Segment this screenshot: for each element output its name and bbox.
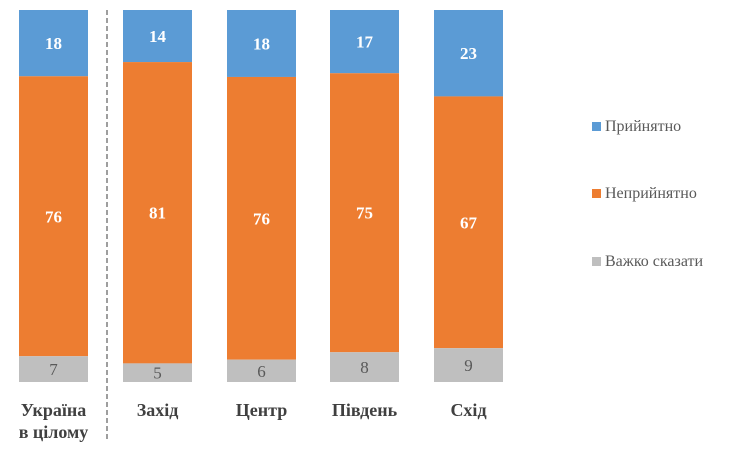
category-label: Захід bbox=[137, 400, 179, 420]
category-label: Україна bbox=[21, 400, 87, 420]
data-label: 17 bbox=[356, 33, 374, 52]
data-label: 18 bbox=[253, 34, 270, 53]
bar-segment bbox=[330, 73, 399, 353]
data-label: 18 bbox=[45, 34, 62, 53]
legend-swatch bbox=[592, 189, 601, 198]
category-label: Центр bbox=[236, 400, 287, 420]
bar-segment bbox=[434, 348, 503, 382]
bar-segment bbox=[123, 62, 192, 364]
bar-segment bbox=[19, 356, 88, 382]
bar-segment bbox=[330, 10, 399, 74]
data-label: 67 bbox=[460, 213, 478, 232]
bar-segment bbox=[434, 10, 503, 97]
category-label: Південь bbox=[332, 400, 398, 420]
legend-label: Прийнятно bbox=[605, 118, 681, 135]
category-label: в цілому bbox=[19, 422, 89, 442]
bar-segment bbox=[434, 96, 503, 349]
data-label: 14 bbox=[149, 27, 167, 46]
data-label: 23 bbox=[460, 44, 477, 63]
data-label: 81 bbox=[149, 204, 166, 223]
data-label: 5 bbox=[153, 364, 162, 383]
bar-segment bbox=[227, 10, 296, 77]
legend-label: Важко сказати bbox=[605, 253, 704, 270]
data-label: 76 bbox=[253, 209, 270, 228]
legend-swatch bbox=[592, 257, 601, 266]
bar-segment bbox=[330, 352, 399, 382]
bar-segment bbox=[123, 10, 192, 63]
bar-segment bbox=[227, 76, 296, 360]
bar-segment bbox=[19, 10, 88, 77]
bar-segment bbox=[123, 363, 192, 382]
data-label: 8 bbox=[360, 358, 369, 377]
category-label: Схід bbox=[450, 400, 486, 420]
legend-swatch bbox=[592, 122, 601, 131]
legend-label: Неприйнятно bbox=[605, 185, 697, 202]
data-label: 9 bbox=[464, 356, 473, 375]
data-label: 76 bbox=[45, 207, 62, 226]
data-label: 7 bbox=[49, 360, 58, 379]
bar-segment bbox=[19, 76, 88, 357]
bar-segment bbox=[227, 359, 296, 382]
data-label: 75 bbox=[356, 204, 373, 223]
data-label: 6 bbox=[257, 362, 266, 381]
